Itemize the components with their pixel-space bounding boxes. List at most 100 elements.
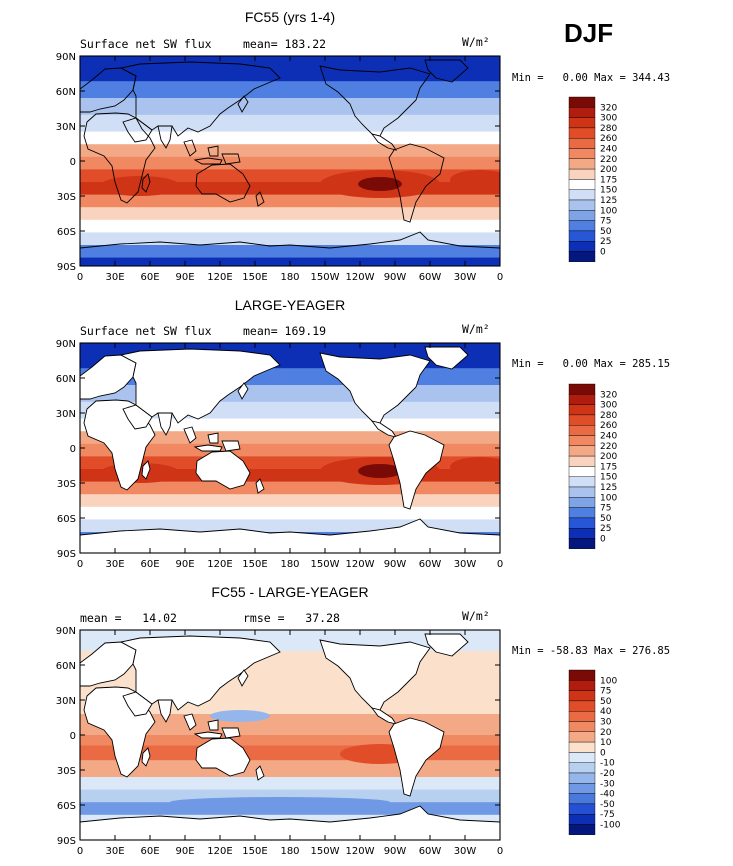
y-tick-label: 90N [56,339,76,350]
x-tick-label: 0 [77,559,83,570]
colorbar-swatch [568,762,596,774]
panel-mean-label: mean= 183.22 [243,37,326,51]
axes-difference: 0 30E 60E 90E 120E 150E 180 150W 120W 90W 60W 30W 09… [56,626,503,857]
y-tick-label: 60S [57,801,76,812]
colorbar-swatch [568,669,596,681]
colorbar-label: 175 [600,462,617,472]
colorbar-label: 75 [600,504,611,514]
y-tick-label: 30S [57,192,76,203]
x-tick-label: 180 [280,846,299,857]
colorbar-label: 220 [600,155,617,165]
colorbar-label: 260 [600,421,617,431]
colorbar-label: -50 [600,800,615,810]
x-tick-label: 60E [140,846,159,857]
colorbar-swatch [568,772,596,784]
colorbar-label: 150 [600,186,617,196]
colorbar-swatch [568,404,596,416]
colorbar-swatch [568,497,596,508]
panel-mean-label: mean= 169.19 [243,324,326,338]
colorbar-swatch [568,168,596,180]
x-tick-label: 150W [311,272,340,283]
colorbar-swatch [568,189,596,201]
colorbar-label: 175 [600,175,617,185]
colorbar-swatch [568,383,596,395]
colorbar-label: 25 [600,237,611,247]
colorbar-swatch [568,752,596,763]
x-tick-label: 90W [384,846,407,857]
colorbar-label: -20 [600,769,615,779]
colorbar-swatch [568,741,596,753]
colorbar-swatch [568,230,596,242]
colorbar-swatch [568,486,596,498]
colorbar-swatch [568,138,596,149]
colorbar-swatch [568,690,596,702]
map-large-yeager [80,343,500,553]
x-tick-label: 90W [384,272,407,283]
colorbar-label: 10 [600,738,612,748]
x-tick-label: 150E [242,559,267,570]
x-tick-label: 90W [384,559,407,570]
colorbar-swatch [568,199,596,211]
colorbar-swatch [568,680,596,691]
x-tick-label: 60W [419,272,442,283]
colorbar-label: 220 [600,442,617,452]
colorbar-swatch [568,813,596,825]
x-tick-label: 150W [311,559,340,570]
colorbar-label: 125 [600,483,617,493]
colorbar-swatch [568,783,596,794]
colorbar-swatch [568,158,596,170]
colorbar-swatch [568,240,596,252]
colorbar-label: 200 [600,165,617,175]
colorbar-label: 260 [600,134,617,144]
colorbar-label: 320 [600,103,617,113]
x-tick-label: 60E [140,559,159,570]
y-tick-label: 60N [56,374,76,385]
panel-title: LARGE-YEAGER [235,297,345,313]
continent-outlines [80,633,500,840]
axes-fc55: 0 30E 60E 90E 120E 150E 180 150W 120W 90W 60W 30W 09… [56,52,503,283]
colorbar-swatch [568,700,596,712]
y-tick-label: 90S [57,549,76,560]
colorbar-swatch [568,476,596,488]
colorbar-swatch [568,148,596,160]
colorbar-label: 100 [600,493,617,503]
colorbar-label: 30 [600,718,612,728]
units-label: W/m² [462,35,490,49]
x-tick-label: 0 [497,846,503,857]
x-tick-label: 30W [454,559,477,570]
colorbar-swatch [568,803,596,815]
y-tick-label: 90S [57,262,76,273]
colorbar-label: 40 [600,707,612,717]
x-tick-label: 60E [140,272,159,283]
colorbar-label: -30 [600,779,615,789]
panel-left-label: mean = 14.02 [80,611,177,625]
y-tick-label: 30S [57,479,76,490]
colorbar-swatch [568,721,596,733]
x-tick-label: 150E [242,272,267,283]
x-tick-label: 90E [175,559,194,570]
x-tick-label: 0 [77,846,83,857]
min-max-label: Min = 0.00 Max = 344.43 [512,72,670,84]
y-tick-label: 0 [70,444,76,455]
x-tick-label: 150W [311,846,340,857]
colorbar-label: 0 [600,748,606,758]
colorbar-label: 0 [600,535,606,545]
panel-left-label: Surface net SW flux [80,324,212,338]
colorbar-label: -75 [600,810,615,820]
x-tick-label: 120W [346,846,375,857]
colorbar-swatch [568,435,596,447]
colorbar-label: -10 [600,759,615,769]
colorbar-swatch [568,538,596,550]
panel-difference: FC55 - LARGE-YEAGER mean = 14.02 rmse = … [56,584,670,857]
units-label: W/m² [462,322,490,336]
colorbar-label: 50 [600,514,612,524]
colorbar-swatch [568,414,596,426]
panel-left-label: Surface net SW flux [80,37,212,51]
y-tick-label: 60S [57,514,76,525]
colorbar-swatch [568,466,596,477]
colorbar-swatch [568,210,596,221]
y-tick-label: 30N [56,696,76,707]
panel-fc55: FC55 (yrs 1-4) Surface net SW flux mean=… [56,9,670,283]
